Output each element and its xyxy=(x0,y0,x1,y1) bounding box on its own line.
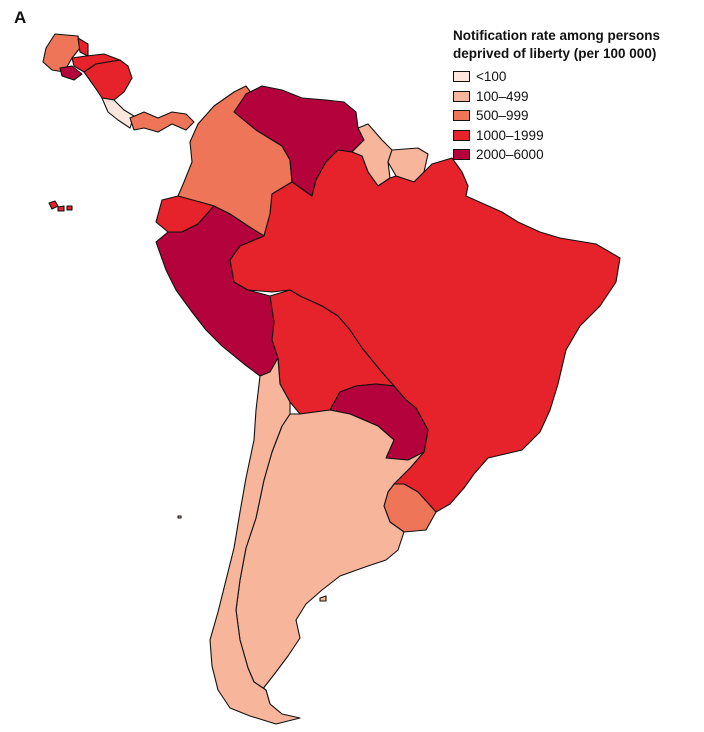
region-chile-island[interactable] xyxy=(177,515,182,519)
legend-label: <100 xyxy=(476,69,507,85)
legend-label: 1000–1999 xyxy=(476,127,544,143)
region-falkland-area[interactable] xyxy=(319,595,327,602)
legend-swatch xyxy=(453,71,470,83)
legend-title: Notification rate among persons deprived… xyxy=(453,27,698,63)
panel-label: A xyxy=(14,8,27,27)
legend-item-2000-6000: 2000–6000 xyxy=(453,145,698,165)
region-belize[interactable] xyxy=(77,37,89,57)
region-nicaragua[interactable] xyxy=(83,59,133,101)
region-el-salvador[interactable] xyxy=(59,65,83,81)
legend-label: 500–999 xyxy=(476,108,529,124)
legend-item-1000-1999: 1000–1999 xyxy=(453,126,698,146)
legend-item-100-499: 100–499 xyxy=(453,87,698,107)
legend-swatch xyxy=(453,110,470,122)
region-panama[interactable] xyxy=(129,111,195,133)
map-legend: Notification rate among persons deprived… xyxy=(453,27,698,165)
legend-item-lt100: <100 xyxy=(453,67,698,87)
legend-swatch xyxy=(453,90,470,102)
legend-title-line-1: Notification rate among persons xyxy=(453,28,661,43)
legend-label: 100–499 xyxy=(476,88,529,104)
legend-title-line-2: deprived of liberty (per 100 000) xyxy=(453,46,657,61)
legend-item-500-999: 500–999 xyxy=(453,106,698,126)
legend-swatch xyxy=(453,149,470,161)
legend-swatch xyxy=(453,129,470,141)
region-costa-rica[interactable] xyxy=(101,97,135,129)
region-chile[interactable] xyxy=(209,357,301,725)
region-galapagos[interactable] xyxy=(48,200,73,212)
legend-label: 2000–6000 xyxy=(476,147,544,163)
